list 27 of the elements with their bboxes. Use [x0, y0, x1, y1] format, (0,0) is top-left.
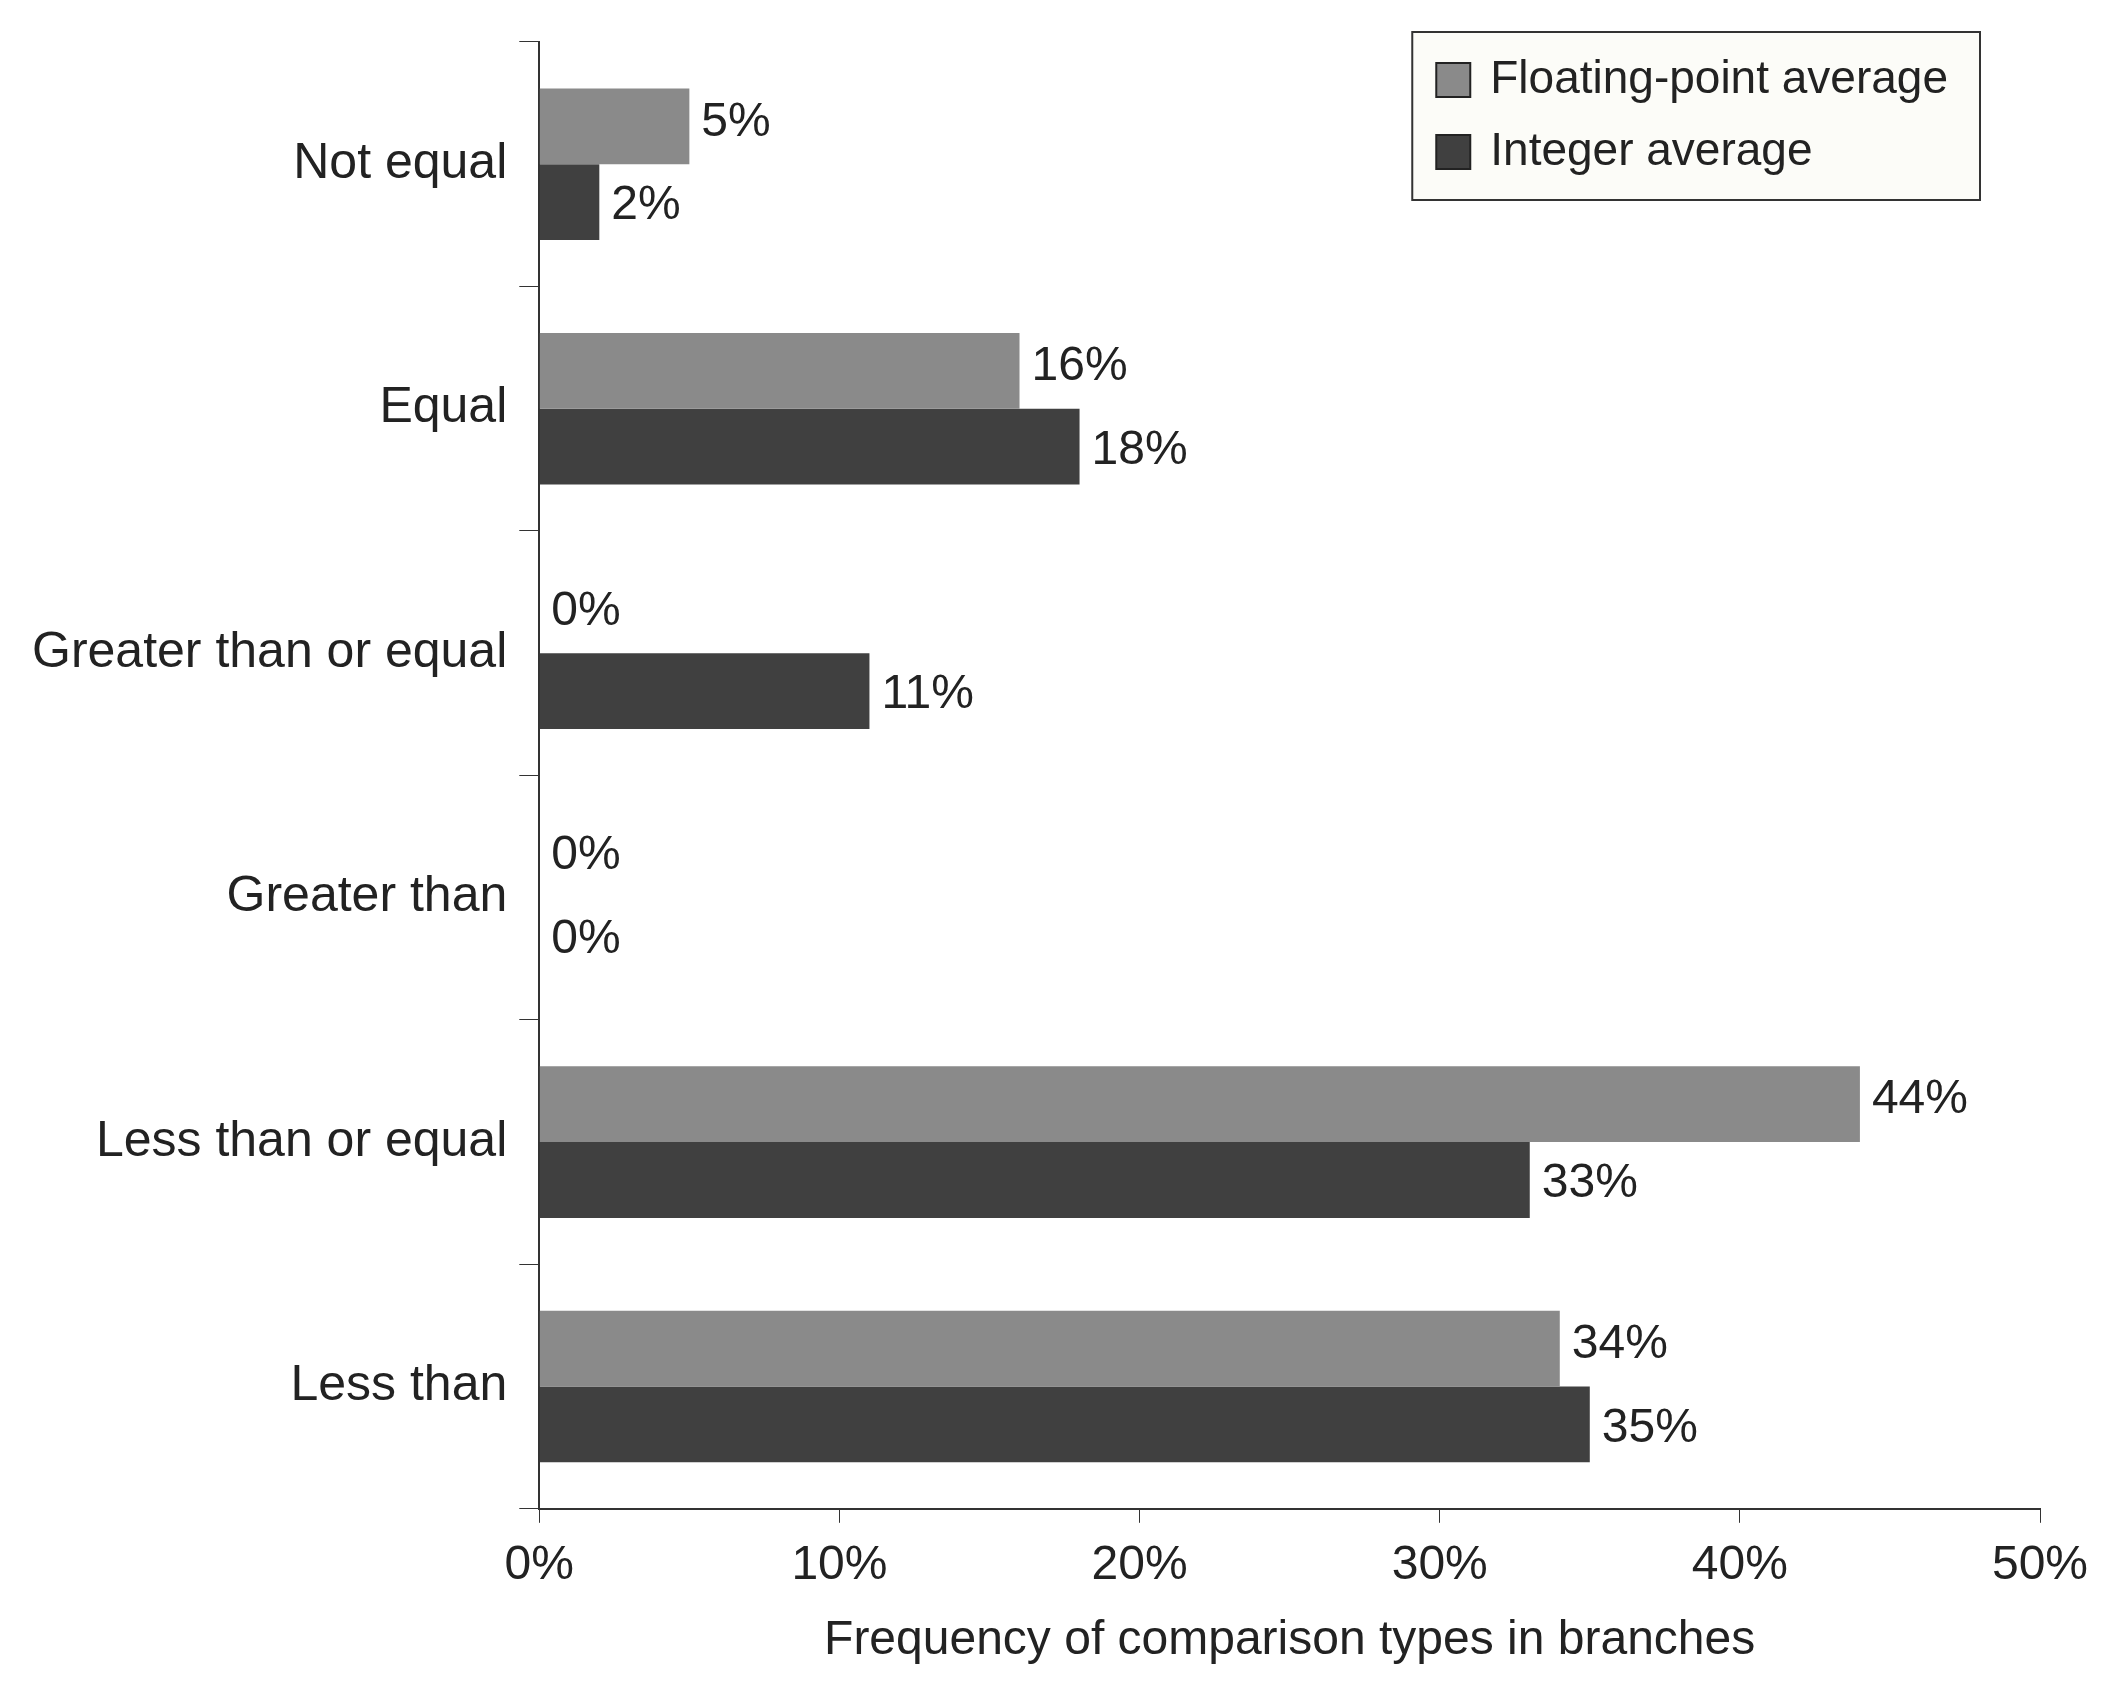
data-label: 5% — [701, 92, 771, 146]
data-label: 16% — [1031, 337, 1128, 391]
y-tick-label: Greater than or equal — [32, 621, 508, 678]
data-label: 0% — [551, 581, 621, 635]
legend-label: Floating-point average — [1490, 50, 1948, 103]
x-tick-label: 50% — [1991, 1535, 2089, 1589]
y-tick-label: Equal — [379, 377, 508, 434]
data-label: 0% — [551, 825, 621, 879]
legend-label: Integer average — [1490, 122, 1813, 175]
x-tick-label: 40% — [1691, 1535, 1788, 1589]
y-tick-label: Greater than — [226, 866, 508, 923]
data-label: 18% — [1091, 420, 1188, 474]
y-tick-label: Not equal — [293, 133, 508, 190]
x-tick-label: 30% — [1391, 1535, 1488, 1589]
x-tick-label: 10% — [791, 1535, 888, 1589]
data-label: 0% — [551, 909, 621, 963]
y-tick-label: Less than or equal — [95, 1110, 508, 1167]
data-label: 11% — [881, 665, 974, 719]
x-tick-label: 0% — [504, 1535, 574, 1589]
x-axis-title: Frequency of comparison types in branches — [824, 1611, 1756, 1665]
y-tick-label: Less than — [290, 1355, 508, 1412]
data-label: 33% — [1541, 1154, 1638, 1208]
data-label: 44% — [1871, 1070, 1968, 1124]
data-label: 2% — [611, 176, 681, 230]
data-label: 35% — [1601, 1398, 1698, 1452]
data-label: 34% — [1571, 1314, 1668, 1368]
x-tick-label: 20% — [1091, 1535, 1188, 1589]
